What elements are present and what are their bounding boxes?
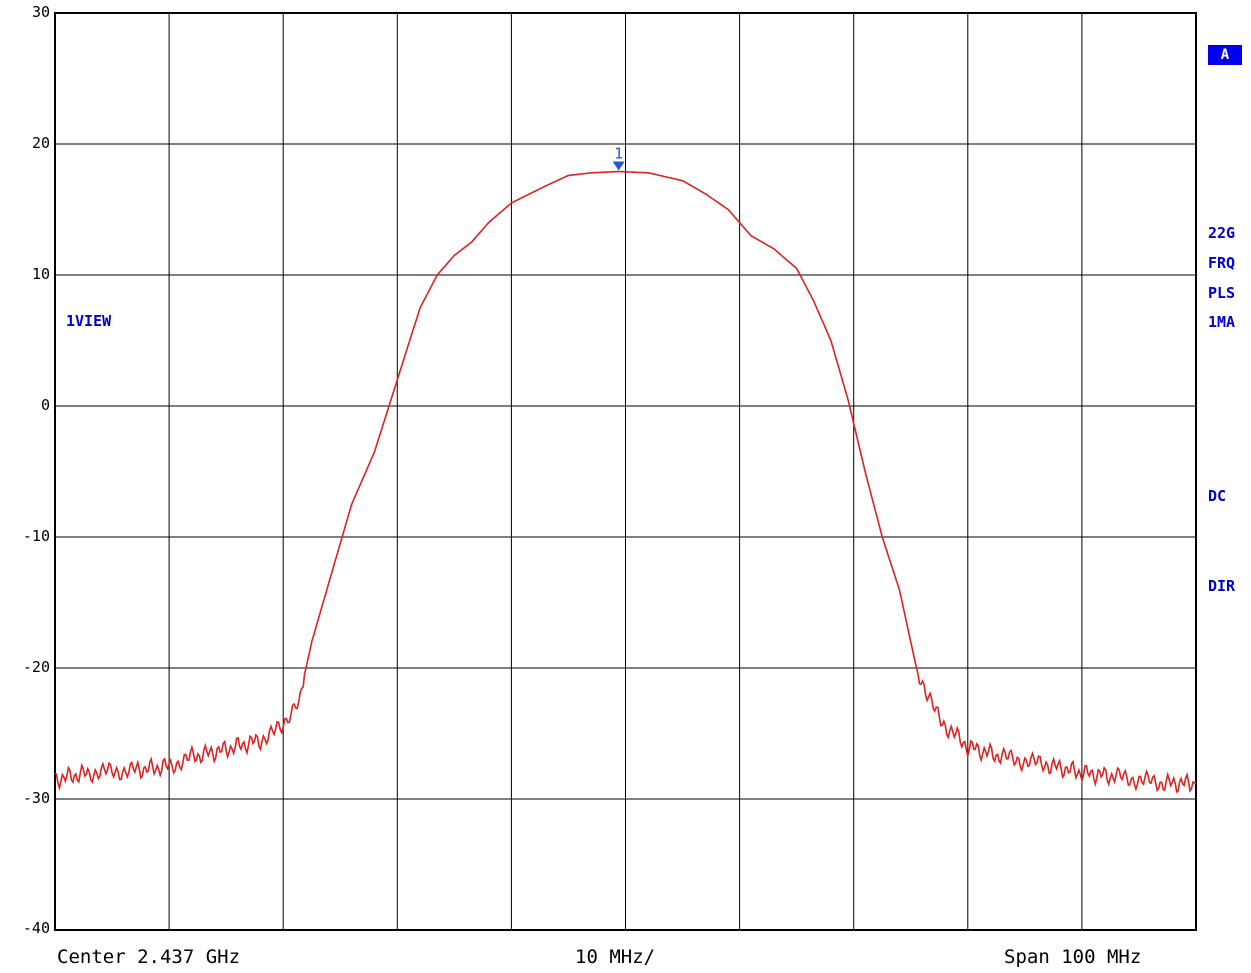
per-division-label: 10 MHz/: [575, 946, 656, 968]
y-tick-label: 20: [31, 134, 50, 152]
y-tick-label: -40: [22, 919, 50, 937]
y-tick-label: 0: [40, 396, 50, 414]
trace-view-label: 1VIEW: [66, 312, 112, 330]
trace-line: [54, 170, 1197, 794]
center-frequency-label: Center 2.437 GHz: [57, 946, 241, 968]
side-label-dc: DC: [1208, 487, 1227, 505]
side-label-22g: 22G: [1208, 224, 1236, 242]
marker-triangle-icon: [612, 161, 625, 171]
side-label-pls: PLS: [1208, 284, 1236, 302]
y-tick-label: -30: [22, 789, 50, 807]
y-tick-label: 30: [31, 3, 50, 21]
span-label: Span 100 MHz: [1004, 946, 1142, 968]
grid: [55, 13, 1196, 930]
marker-1: 1: [612, 145, 625, 171]
trace-a-badge[interactable]: A: [1208, 45, 1242, 65]
y-tick-label: 10: [31, 265, 50, 283]
side-label-1ma: 1MA: [1208, 313, 1236, 331]
marker-label: 1: [614, 145, 623, 163]
y-tick-label: -10: [22, 527, 50, 545]
side-label-frq: FRQ: [1208, 254, 1236, 272]
side-label-dir: DIR: [1208, 577, 1236, 595]
y-tick-label: -20: [22, 658, 50, 676]
